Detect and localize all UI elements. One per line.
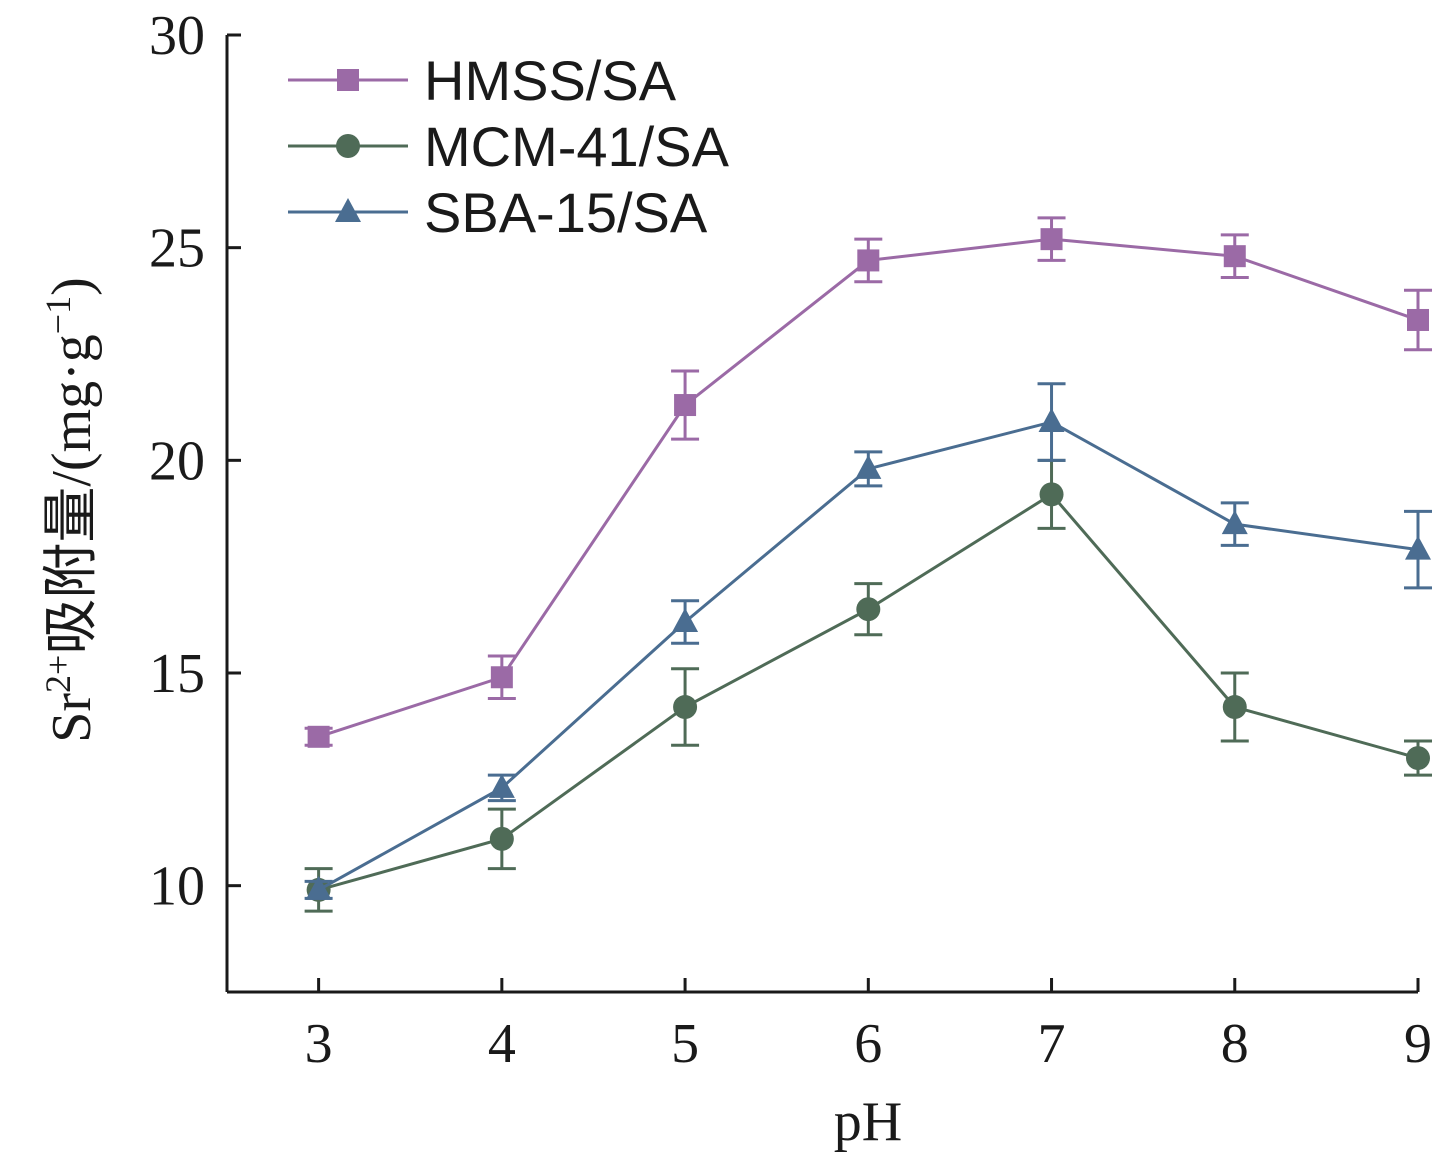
data-point [672, 607, 699, 632]
y-axis-title-superscript: 2+ [38, 655, 78, 693]
y-axis-title-close: ) [41, 277, 103, 296]
data-point [1040, 228, 1063, 251]
y-tick-label: 30 [149, 5, 205, 67]
series-square [304, 216, 1432, 748]
x-tick-label: 5 [671, 1013, 699, 1075]
data-point [1407, 308, 1429, 331]
y-axis-title: Sr2+吸附量/(mg·g−1) [38, 277, 103, 743]
data-point [674, 394, 697, 417]
data-point [488, 773, 515, 798]
data-point [1405, 535, 1431, 560]
series-triangle [304, 382, 1432, 900]
x-tick-label: 3 [305, 1013, 333, 1075]
legend-item: MCM-41/SA [288, 115, 730, 178]
y-tick-label: 15 [149, 643, 205, 705]
x-ticks: 3 4 5 6 7 8 9 [305, 978, 1432, 1075]
data-point [1222, 695, 1247, 720]
data-point [1039, 482, 1064, 507]
legend-item: SBA-15/SA [288, 181, 708, 244]
y-axis-title-unit-superscript: −1 [38, 296, 78, 334]
data-point [307, 725, 330, 748]
data-point [855, 454, 882, 479]
legend-marker [337, 69, 359, 91]
data-point [305, 875, 332, 900]
y-axis-title-text: 吸附量/(mg·g [41, 334, 103, 654]
legend-marker [336, 134, 360, 158]
data-point [1406, 746, 1430, 771]
data-point [1221, 510, 1248, 535]
x-tick-label: 9 [1404, 1013, 1432, 1075]
x-tick-label: 4 [488, 1013, 516, 1075]
series-layer [304, 216, 1432, 913]
y-tick-label: 25 [149, 218, 205, 280]
y-axis-title-base: Sr [41, 693, 103, 743]
y-tick-label: 20 [149, 430, 205, 492]
data-point [856, 597, 881, 622]
x-tick-label: 6 [854, 1013, 882, 1075]
series-line [318, 492, 1419, 892]
data-point [1223, 245, 1246, 268]
data-point [489, 826, 514, 851]
y-tick-label: 10 [149, 856, 205, 918]
x-tick-label: 8 [1221, 1013, 1249, 1075]
x-axis-title: pH [834, 1091, 902, 1153]
series-circle [304, 458, 1432, 913]
x-tick-label: 7 [1038, 1013, 1066, 1075]
legend-item: HMSS/SA [288, 49, 677, 112]
data-point [490, 666, 513, 689]
axes [225, 35, 1418, 994]
legend-label: HMSS/SA [424, 49, 677, 112]
legend-label: MCM-41/SA [424, 115, 730, 178]
data-point [1038, 408, 1065, 433]
data-point [857, 249, 880, 272]
series-line [317, 420, 1419, 892]
series-line [318, 237, 1419, 739]
y-ticks: 10 15 20 25 30 [149, 5, 241, 918]
legend-label: SBA-15/SA [424, 181, 708, 244]
legend-marker [335, 198, 361, 222]
data-point [673, 695, 698, 720]
